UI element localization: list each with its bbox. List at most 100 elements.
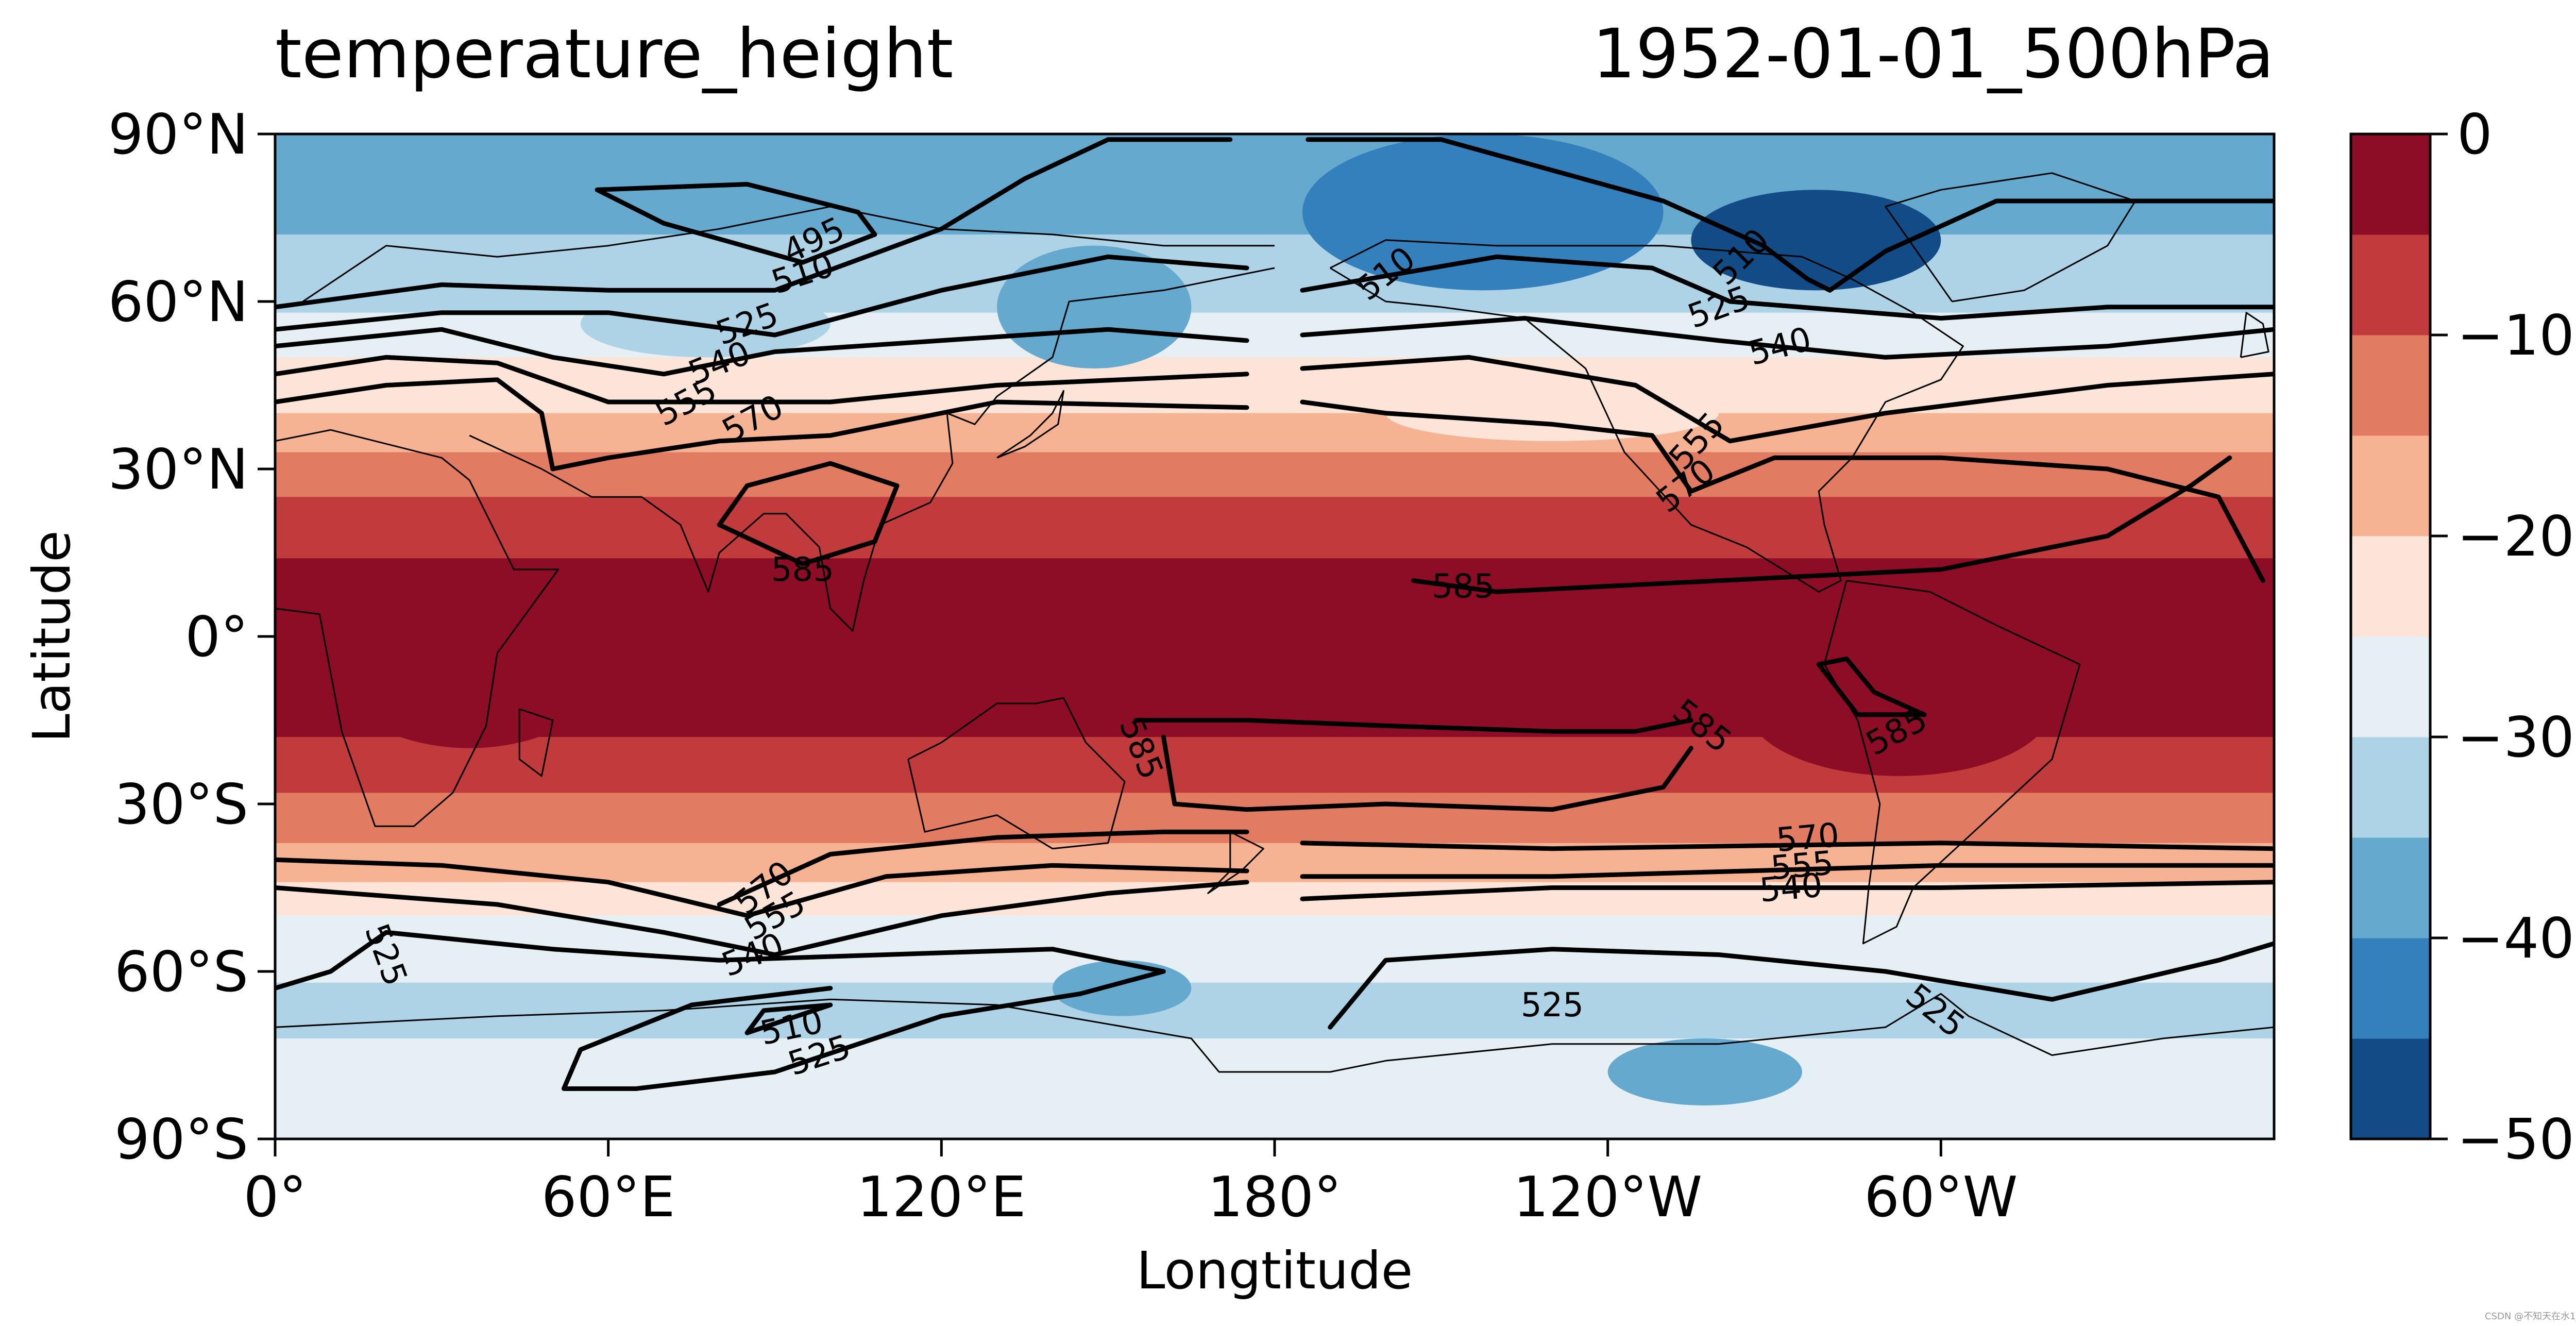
y-tick-label: 60°N	[108, 270, 248, 334]
contour-label-570: 570	[1775, 816, 1841, 860]
temp-patch-0	[1302, 134, 1664, 291]
contour-510-1	[275, 137, 1233, 310]
colorbar-segment	[2351, 335, 2430, 436]
x-tick-label: 120°E	[857, 1165, 1026, 1230]
y-tick-label: 30°N	[108, 438, 248, 502]
temp-patch-10	[1385, 385, 1719, 441]
x-tick-label: 180°	[1208, 1165, 1342, 1230]
coastline-greenland	[1885, 172, 2137, 303]
contour-540-20	[275, 880, 1249, 957]
temp-patch-5	[330, 580, 608, 748]
temp-patch-9	[1607, 1038, 1802, 1105]
colorbar-segment	[2351, 435, 2430, 536]
temp-patch-7	[1747, 636, 2052, 776]
contour-555-8	[1300, 355, 2274, 444]
coastline-uk	[2240, 312, 2269, 358]
colorbar-segment	[2351, 234, 2430, 335]
contour-555-18	[275, 857, 1249, 918]
contour-label-group-24: 555	[1769, 844, 1835, 887]
chart-title-left: temperature_height	[275, 14, 953, 94]
colorbar-tick-label: −40	[2457, 907, 2574, 971]
coastline-eurasia-north	[302, 206, 1275, 303]
temp-patch-8	[1052, 960, 1192, 1016]
colorbar-segment	[2351, 938, 2430, 1039]
contour-585-13	[1133, 718, 1693, 734]
contour-525-3	[275, 254, 1249, 338]
colorbar-frame	[2349, 132, 2432, 1140]
colorbar: 0 −10 −20 −30 −40 −50	[2349, 103, 2574, 1172]
x-tick-label: 0°	[244, 1165, 307, 1230]
contour-540-21	[1300, 880, 2274, 901]
watermark: CSDN @不知天在水1_1	[2485, 1311, 2576, 1322]
temp-patch-1	[1691, 190, 1941, 291]
y-tick-label: 60°S	[114, 940, 248, 1004]
contour-label-585: 585	[1432, 568, 1495, 606]
colorbar-segment	[2351, 837, 2430, 938]
y-tick-label: 0°	[185, 605, 248, 669]
x-tick-label: 60°E	[541, 1165, 675, 1230]
temp-band-6	[275, 497, 2274, 559]
contour-510-24	[744, 1002, 833, 1035]
y-tick-label: 30°S	[114, 773, 248, 837]
coastline-antarctica	[275, 993, 2274, 1073]
contour-570-9	[275, 377, 1249, 472]
contour-label-group-25: 540	[1758, 866, 1824, 910]
x-tick-label: 60°W	[1864, 1165, 2018, 1230]
contour-525-22	[275, 930, 1166, 1091]
colorbar-tick-label: −50	[2457, 1107, 2574, 1172]
contour-585-12	[1411, 455, 2232, 594]
temp-band-13	[275, 982, 2274, 1039]
y-tick-label: 90°N	[108, 103, 248, 167]
contour-570-16	[717, 829, 1249, 907]
contour-555-7	[275, 355, 1249, 405]
contour-label-525: 525	[1521, 986, 1584, 1025]
y-axis: 90°N 60°N 30°N 0° 30°S 60°S 90°S	[108, 103, 275, 1172]
contour-585-14	[1161, 734, 1693, 812]
colorbar-segment	[2351, 134, 2430, 235]
y-tick-label: 90°S	[114, 1107, 248, 1172]
contour-570-17	[1300, 841, 2274, 851]
temp-band-0	[275, 134, 2274, 235]
colorbar-segment	[2351, 737, 2430, 838]
contour-510-2	[1306, 137, 2274, 293]
coastline-south-america	[1823, 580, 2081, 945]
x-axis-label: Longtitude	[1137, 1240, 1413, 1301]
colorbar-tick-label: −30	[2457, 706, 2574, 770]
coastline-africa	[275, 429, 560, 827]
contour-label-group-26: 525	[1521, 986, 1584, 1025]
coastline-madagascar	[518, 708, 554, 777]
contour-540-6	[1300, 316, 2274, 360]
contour-585-15	[1816, 656, 1927, 717]
colorbar-segment	[2351, 1038, 2430, 1139]
contour-495-0	[595, 182, 877, 265]
chart-title-right: 1952-01-01_500hPa	[1592, 14, 2274, 94]
x-tick-label: 120°W	[1513, 1165, 1702, 1230]
temp-patch-3	[997, 245, 1192, 368]
temp-band-4	[275, 413, 2274, 453]
colorbar-tick-label: −20	[2457, 505, 2574, 569]
contour-525-23	[1328, 941, 2274, 1030]
contour-label-group-13: 585	[1432, 568, 1495, 606]
contour-label-555: 555	[1769, 844, 1835, 887]
contour-555-19	[1300, 863, 2274, 879]
temp-band-1	[275, 234, 2274, 313]
temp-band-12	[275, 915, 2274, 983]
contour-label-540: 540	[1758, 866, 1824, 910]
temp-band-9	[275, 793, 2274, 844]
temp-patch-6	[1108, 580, 1414, 737]
contour-525-4	[1300, 254, 2274, 321]
contour-label-group-23: 570	[1775, 816, 1841, 860]
coastline-japan	[996, 390, 1064, 459]
contour-540-5	[275, 327, 1249, 377]
contour-570-10	[1300, 399, 2265, 583]
contour-label-group-6: 585	[771, 551, 834, 589]
coastline-north-america	[1330, 239, 1964, 593]
y-axis-label: Latitude	[22, 530, 82, 743]
colorbar-tick-label: −10	[2457, 304, 2574, 368]
coastline-australia	[907, 697, 1126, 850]
colorbar-segment	[2351, 536, 2430, 637]
colorbar-tick-label: 0	[2457, 103, 2493, 167]
